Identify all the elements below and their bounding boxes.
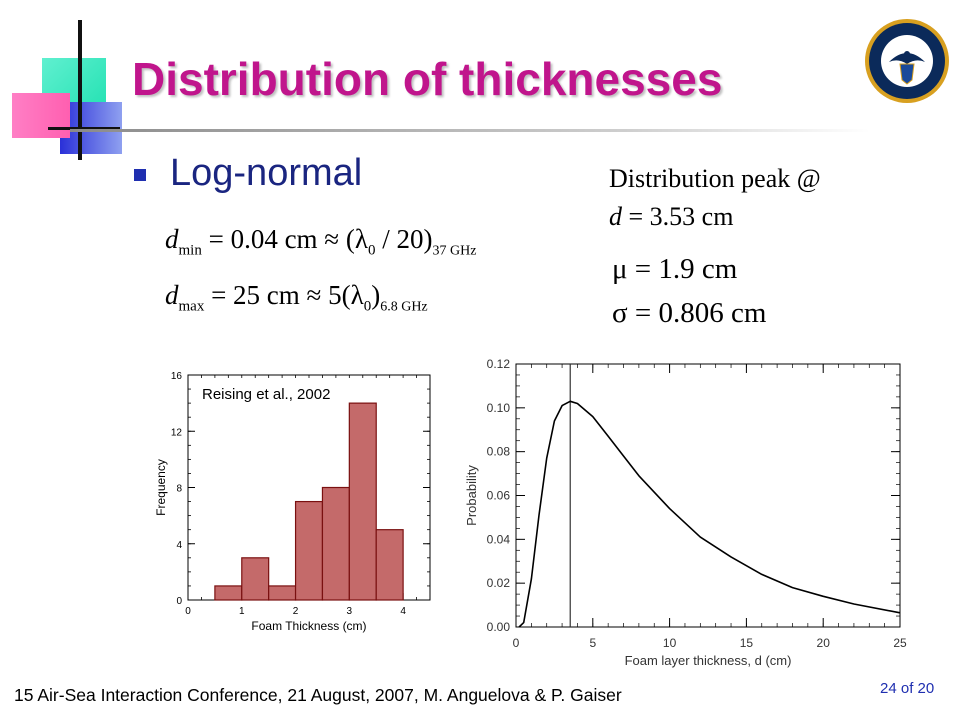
- curve-y-tick-label: 0.02: [487, 576, 511, 590]
- curve-x-tick-label: 15: [740, 636, 754, 650]
- eq-dmax-sub: max: [178, 298, 205, 315]
- decor-line-vertical: [78, 20, 82, 160]
- histogram-x-tick-label: 2: [293, 606, 299, 617]
- histogram-y-label: Frequency: [154, 459, 168, 516]
- eq-dmin-freq: 37 GHz: [432, 243, 477, 259]
- footer-text: 15 Air-Sea Interaction Conference, 21 Au…: [14, 685, 622, 705]
- eq-dmax: dmax = 25 cm ≈ 5(λ0)6.8 GHz: [165, 280, 428, 315]
- eq-dmin-body: = 0.04 cm ≈ (λ: [201, 224, 368, 254]
- peak-rest: = 3.53 cm: [622, 202, 734, 231]
- histogram-x-tick-label: 0: [185, 606, 191, 617]
- bullet-text: Log-normal: [170, 152, 363, 194]
- curve-x-tick-label: 25: [893, 636, 907, 650]
- histogram-x-tick-label: 1: [239, 606, 245, 617]
- eq-dmin-tail: / 20): [375, 224, 433, 254]
- histogram-bar: [375, 529, 404, 601]
- histogram-y-tick-label: 12: [171, 427, 183, 438]
- curve-y-tick-label: 0.12: [487, 357, 511, 371]
- eq-dmin: dmin = 0.04 cm ≈ (λ0 / 20)37 GHz: [165, 224, 476, 259]
- page-number: 24 of 20: [880, 680, 935, 697]
- histogram-bar: [241, 557, 270, 601]
- eq-dmax-body: = 25 cm ≈ 5(λ: [204, 280, 364, 310]
- curve-y-label: Probability: [464, 465, 479, 526]
- curve-x-tick-label: 20: [817, 636, 831, 650]
- eq-dmax-lambda-sub: 0: [363, 298, 372, 315]
- curve-x-tick-label: 0: [513, 636, 520, 650]
- curve-y-tick-label: 0.04: [487, 532, 511, 546]
- curve-y-tick-label: 0.06: [487, 489, 511, 503]
- lognormal-chart: 0 5 10 15 20 25 0.00 0.02 0.04 0.06 0.08 0.10 0.12 Fo…: [464, 357, 907, 668]
- curve-y-tick-label: 0.10: [487, 401, 511, 415]
- eq-mu: μ = 1.9 cm: [612, 253, 738, 285]
- title-underline: [70, 129, 870, 132]
- navy-seal-logo: [865, 19, 949, 103]
- eq-sigma: σ = 0.806 cm: [612, 297, 767, 329]
- curve-y-tick-label: 0.08: [487, 445, 511, 459]
- histogram-bar: [214, 585, 243, 601]
- histogram-bar: [294, 500, 324, 601]
- histogram-y-tick-label: 8: [176, 484, 182, 495]
- histogram-bar: [348, 402, 377, 601]
- histogram-y-tick-label: 16: [171, 371, 183, 382]
- histogram-annotation: Reising et al., 2002: [202, 386, 330, 403]
- eq-dmax-var: d: [165, 280, 179, 310]
- decor-square-pink: [12, 93, 70, 138]
- curve-x-tick-label: 10: [663, 636, 677, 650]
- eq-dmin-var: d: [165, 224, 179, 254]
- decor-line-horizontal: [48, 127, 120, 130]
- slide-title: Distribution of thicknesses: [132, 53, 723, 105]
- histogram-bar: [321, 486, 350, 601]
- curve-y-tick-label: 0.00: [487, 620, 511, 634]
- peak-value: d = 3.53 cm: [609, 202, 733, 232]
- histogram-x-tick-label: 3: [347, 606, 353, 617]
- eq-dmax-tail: ): [371, 280, 381, 310]
- bullet-marker: [134, 169, 146, 181]
- histogram-x-label: Foam Thickness (cm): [251, 619, 366, 633]
- peak-var: d: [609, 202, 622, 231]
- eq-dmin-sub: min: [178, 242, 202, 259]
- curve-series-line: [518, 400, 901, 628]
- histogram-x-tick-label: 4: [400, 606, 406, 617]
- curve-x-tick-label: 5: [589, 636, 596, 650]
- histogram-bar: [268, 585, 297, 601]
- curve-frame: [515, 363, 901, 628]
- peak-label: Distribution peak @: [609, 164, 821, 193]
- eq-dmin-lambda-sub: 0: [367, 242, 376, 259]
- histogram-y-tick-label: 0: [176, 596, 182, 607]
- curve-x-label: Foam layer thickness, d (cm): [625, 653, 792, 668]
- histogram-y-tick-label: 4: [176, 540, 182, 551]
- eq-dmax-freq: 6.8 GHz: [380, 299, 428, 315]
